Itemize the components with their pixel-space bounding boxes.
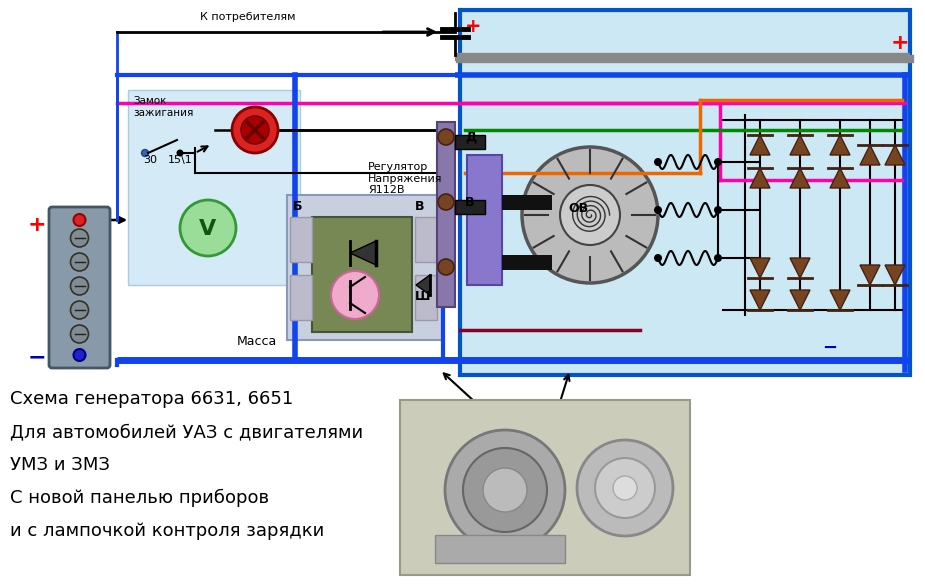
Bar — [502, 255, 552, 270]
Circle shape — [522, 147, 658, 283]
Text: Масса: Масса — [237, 335, 278, 348]
Polygon shape — [830, 168, 850, 188]
Polygon shape — [830, 135, 850, 155]
Text: 15\1: 15\1 — [168, 155, 192, 165]
Circle shape — [70, 229, 89, 247]
Polygon shape — [830, 290, 850, 310]
Text: 30: 30 — [143, 155, 157, 165]
Polygon shape — [885, 145, 905, 165]
Circle shape — [438, 129, 454, 145]
Circle shape — [714, 158, 722, 166]
Circle shape — [595, 458, 655, 518]
Text: −: − — [28, 347, 46, 367]
Bar — [415, 217, 437, 262]
Circle shape — [714, 254, 722, 262]
Bar — [287, 195, 442, 340]
Bar — [467, 155, 502, 285]
Circle shape — [654, 254, 662, 262]
Circle shape — [70, 301, 89, 319]
Circle shape — [577, 440, 673, 536]
Bar — [502, 195, 552, 210]
Polygon shape — [790, 290, 810, 310]
Circle shape — [241, 116, 269, 144]
Text: V: V — [200, 219, 216, 239]
Circle shape — [70, 277, 89, 295]
Circle shape — [463, 448, 547, 532]
Bar — [415, 275, 437, 320]
Polygon shape — [750, 135, 770, 155]
Text: С новой панелью приборов: С новой панелью приборов — [10, 489, 269, 507]
Circle shape — [70, 325, 89, 343]
Circle shape — [180, 200, 236, 256]
Polygon shape — [790, 135, 810, 155]
Circle shape — [483, 468, 527, 512]
Bar — [455, 135, 485, 149]
Polygon shape — [790, 168, 810, 188]
Bar — [460, 10, 910, 375]
Text: +: + — [464, 18, 481, 36]
Text: Замок
зажигания: Замок зажигания — [133, 96, 193, 118]
Bar — [128, 90, 300, 285]
Text: Ш: Ш — [415, 290, 430, 303]
Text: −: − — [822, 339, 837, 357]
Text: В: В — [415, 200, 425, 213]
Circle shape — [438, 259, 454, 275]
Circle shape — [70, 253, 89, 271]
Circle shape — [560, 185, 620, 245]
Polygon shape — [350, 241, 376, 265]
Circle shape — [438, 194, 454, 210]
Circle shape — [232, 107, 278, 153]
Circle shape — [654, 206, 662, 214]
Text: Б: Б — [293, 200, 302, 213]
Bar — [312, 217, 412, 332]
Text: В: В — [465, 196, 475, 209]
Polygon shape — [750, 290, 770, 310]
Text: Схема генератора 6631, 6651: Схема генератора 6631, 6651 — [10, 390, 293, 408]
Polygon shape — [416, 275, 430, 295]
Text: +: + — [891, 33, 909, 53]
Text: УМЗ и ЗМЗ: УМЗ и ЗМЗ — [10, 456, 110, 474]
Text: и с лампочкой контроля зарядки: и с лампочкой контроля зарядки — [10, 522, 325, 540]
Circle shape — [613, 476, 637, 500]
Circle shape — [714, 206, 722, 214]
Circle shape — [177, 149, 183, 156]
Circle shape — [445, 430, 565, 550]
Bar — [435, 535, 565, 563]
Text: Д: Д — [465, 131, 476, 144]
Text: ОВ: ОВ — [568, 202, 588, 215]
Polygon shape — [860, 265, 880, 285]
Circle shape — [654, 158, 662, 166]
Circle shape — [73, 214, 85, 226]
Text: К потребителям: К потребителям — [200, 12, 295, 22]
Bar — [455, 200, 485, 214]
Text: Регулятор
Напряжения
Я112В: Регулятор Напряжения Я112В — [368, 162, 442, 195]
Bar — [400, 400, 690, 575]
Bar — [437, 122, 455, 307]
Circle shape — [331, 271, 379, 319]
Polygon shape — [750, 168, 770, 188]
Circle shape — [142, 149, 149, 156]
Polygon shape — [885, 265, 905, 285]
Bar — [290, 275, 312, 320]
FancyBboxPatch shape — [49, 207, 110, 368]
Circle shape — [73, 349, 85, 361]
Polygon shape — [750, 258, 770, 278]
Polygon shape — [860, 145, 880, 165]
Text: +: + — [28, 215, 46, 235]
Bar — [290, 217, 312, 262]
Polygon shape — [790, 258, 810, 278]
Text: Для автомобилей УАЗ с двигателями: Для автомобилей УАЗ с двигателями — [10, 423, 364, 441]
